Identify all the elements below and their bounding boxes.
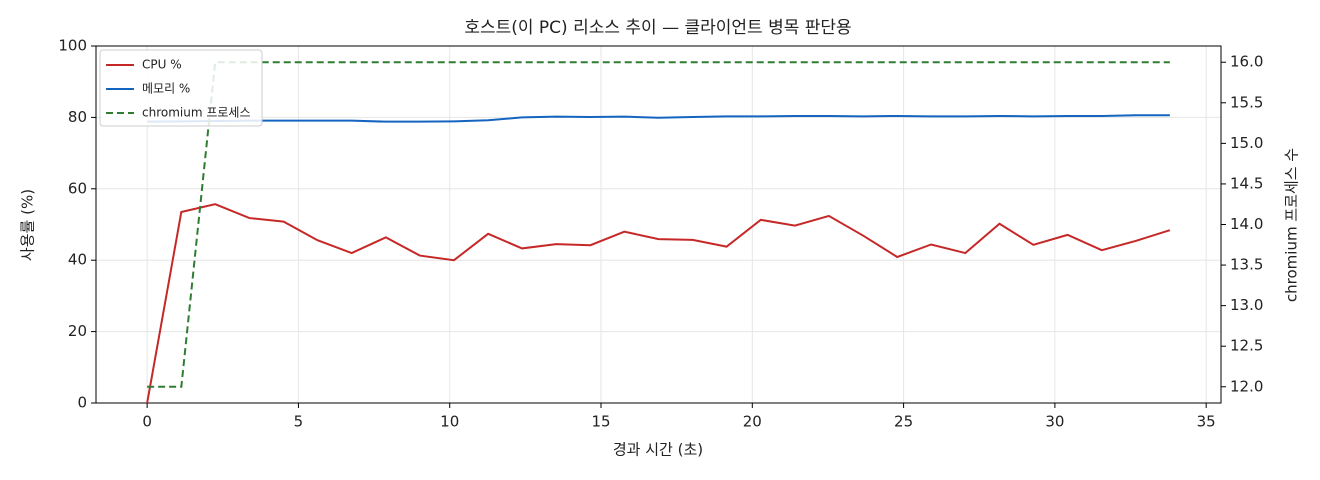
y2-tick-label: 14.5 xyxy=(1230,174,1263,192)
x-tick-label: 35 xyxy=(1197,413,1216,431)
y2-tick-label: 16.0 xyxy=(1230,53,1263,71)
y2-tick-label: 13.0 xyxy=(1230,296,1263,314)
x-axis-label: 경과 시간 (초) xyxy=(613,441,703,459)
y2-tick-label: 14.0 xyxy=(1230,215,1263,233)
y2-tick-label: 12.5 xyxy=(1230,337,1263,355)
y-tick-label: 40 xyxy=(68,251,87,269)
legend: CPU % 메모리 % chromium 프로세스 xyxy=(99,49,263,127)
x-tick-label: 25 xyxy=(894,413,913,431)
y-tick-label: 80 xyxy=(68,108,87,126)
x-tick-label: 30 xyxy=(1045,413,1064,431)
series-line xyxy=(147,114,1170,123)
y-axis-label: 사용률 (%) xyxy=(19,189,37,261)
x-tick-label: 20 xyxy=(743,413,762,431)
y-tick-label: 0 xyxy=(77,394,87,412)
x-tick-label: 5 xyxy=(294,413,304,431)
y2-tick-label: 15.5 xyxy=(1230,93,1263,111)
x-tick-label: 0 xyxy=(142,413,152,431)
series-line xyxy=(146,203,1171,404)
y-tick-label: 20 xyxy=(68,322,87,340)
plot-frame xyxy=(95,45,1222,404)
y-tick-label: 60 xyxy=(68,179,87,197)
legend-box xyxy=(99,49,263,127)
y2-tick-label: 13.5 xyxy=(1230,256,1263,274)
series-line xyxy=(147,61,1170,388)
legend-label: 메모리 % xyxy=(142,82,190,96)
x-tick-label: 10 xyxy=(440,413,459,431)
x-tick-label: 15 xyxy=(591,413,610,431)
y2-tick-label: 15.0 xyxy=(1230,134,1263,152)
y-tick-label: 100 xyxy=(58,37,87,55)
y2-tick-label: 12.0 xyxy=(1230,377,1263,395)
y2-axis-label: chromium 프로세스 수 xyxy=(1283,148,1301,302)
chart-title: 호스트(이 PC) 리소스 추이 — 클라이언트 병목 판단용 xyxy=(464,18,851,38)
legend-label: CPU % xyxy=(142,58,182,72)
legend-label: chromium 프로세스 xyxy=(142,106,251,120)
